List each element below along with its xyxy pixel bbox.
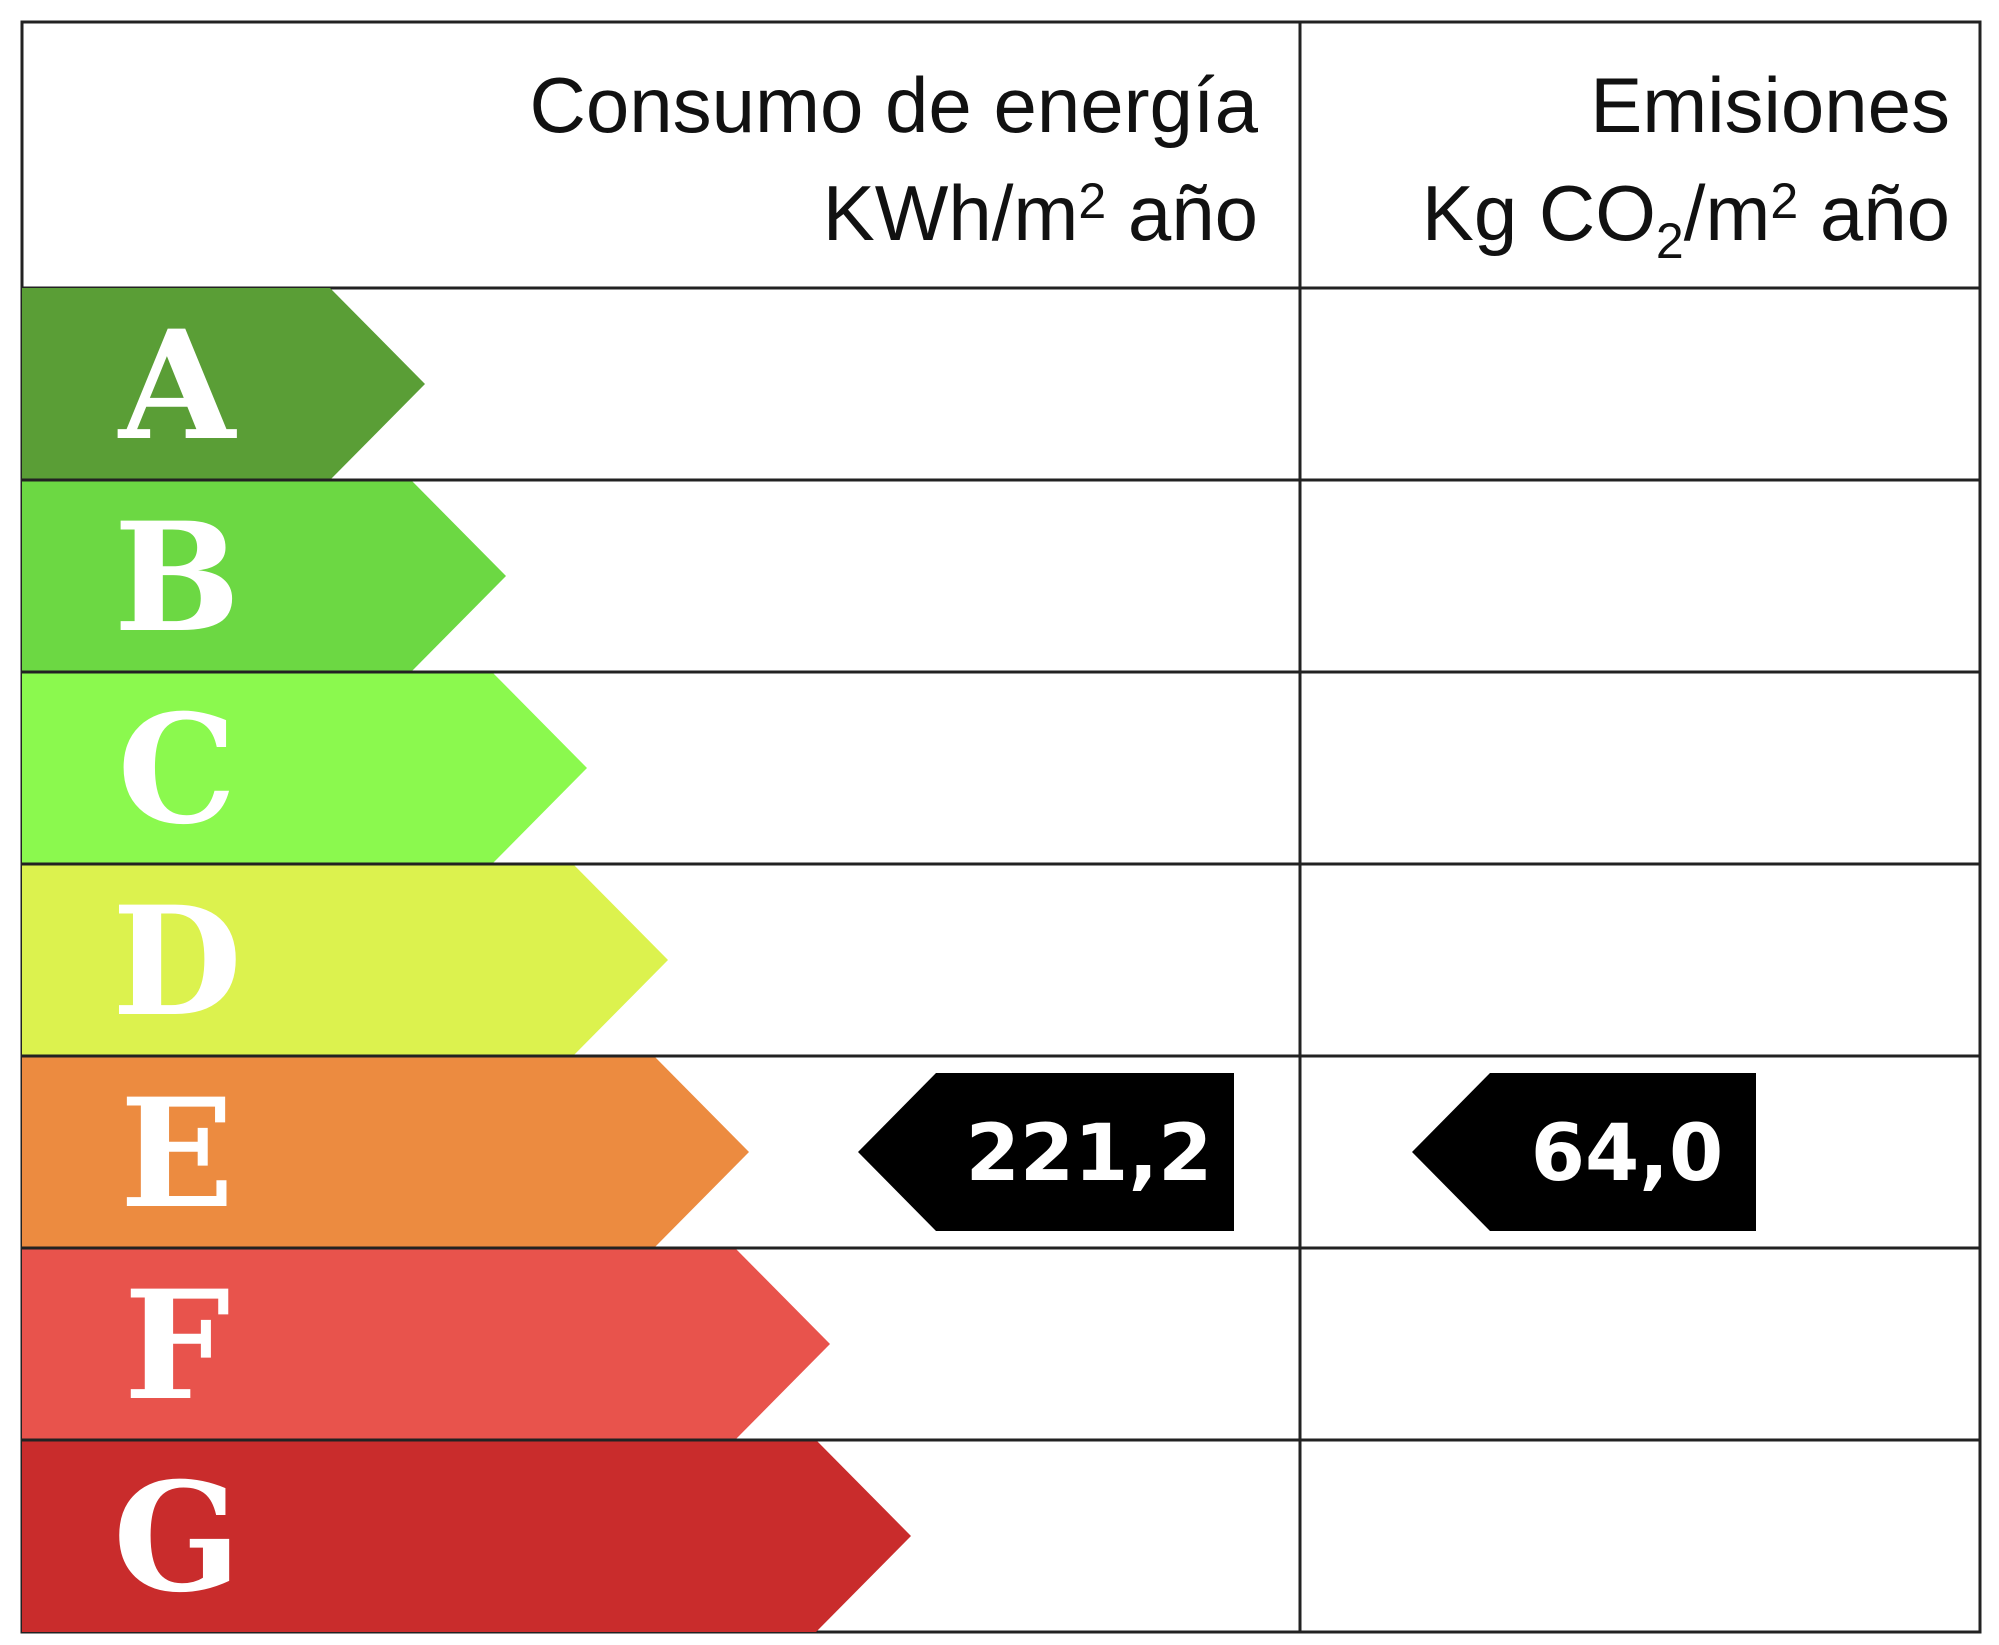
grade-arrow-f [22,1248,830,1440]
grade-letter-b: B [114,490,241,666]
energy-unit-sup: 2 [1078,173,1106,229]
emissions-unit-a: Kg CO [1422,169,1656,257]
grade-letter-d: D [112,874,242,1050]
emissions-marker [1412,1073,1756,1231]
grade-letter-c: C [117,682,236,858]
emissions-title: Emisiones [1590,61,1950,149]
grade-arrow-e [22,1056,749,1248]
emissions-value: 64,0 [1531,1109,1723,1199]
grade-letter-a: A [117,298,238,474]
emissions-unit-b: /m [1684,169,1771,257]
energy-marker [858,1073,1234,1231]
energy-title: Consumo de energía [530,61,1259,149]
emissions-unit-sub: 2 [1656,213,1684,269]
grade-letter-e: E [120,1066,234,1242]
grade-letter-f: F [124,1258,231,1434]
energy-unit-main: KWh/m [823,169,1079,257]
emissions-unit-sup: 2 [1770,173,1798,229]
emissions-unit: Kg CO2/m2 año [1422,169,1950,269]
energy-unit: KWh/m2 año [823,169,1258,257]
grade-letter-g: G [113,1450,241,1626]
grade-arrow-a [22,288,425,480]
energy-unit-tail: año [1106,169,1258,257]
emissions-unit-tail: año [1798,169,1950,257]
grade-arrow-g [22,1440,911,1632]
grade-arrow-c [22,672,587,864]
grade-arrow-b [22,480,506,672]
grade-arrow-d [22,864,668,1056]
rating-markers: 221,2 64,0 [858,1073,1756,1231]
energy-value: 221,2 [966,1109,1213,1199]
